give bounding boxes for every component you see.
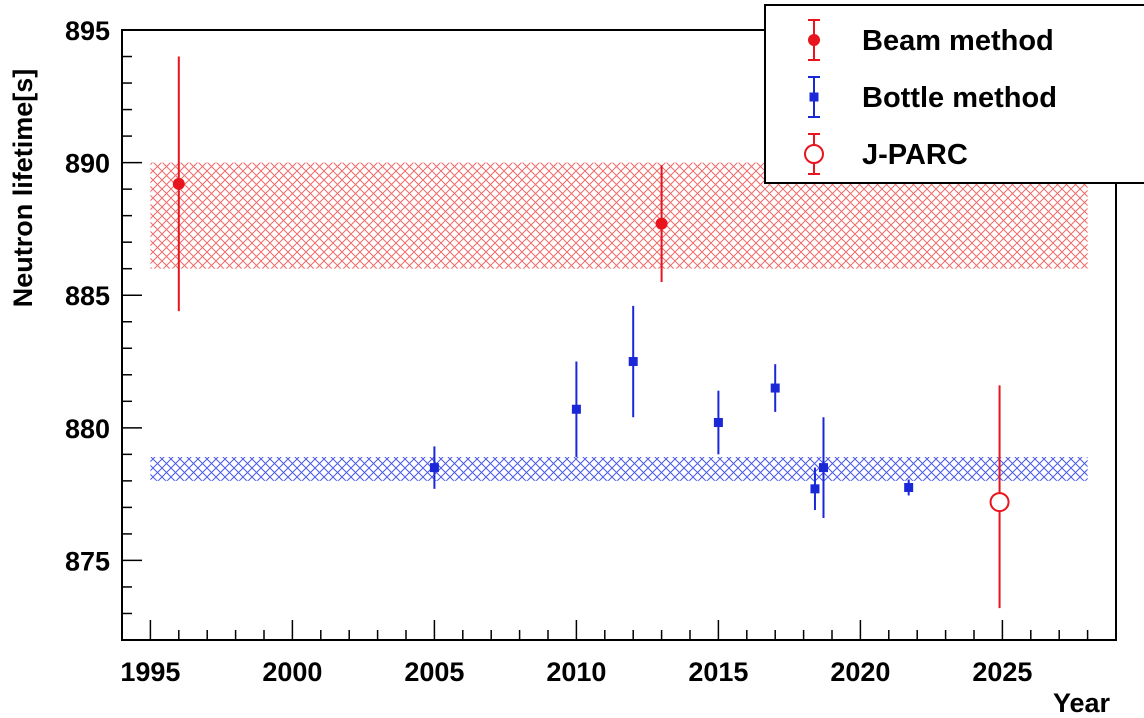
y-axis: 875 880 885 890 895	[65, 16, 142, 641]
legend-label-beam: Beam method	[862, 25, 1054, 57]
x-tick-label: 2000	[262, 657, 322, 687]
x-axis-label: Year	[1053, 688, 1111, 718]
legend: Beam method Bottle method J-PARC	[764, 4, 1144, 184]
bottle-point	[429, 463, 439, 473]
bottle-point	[810, 484, 820, 494]
y-tick-label: 895	[65, 16, 110, 46]
legend-marker-bottle	[809, 92, 819, 102]
bottle-point	[904, 483, 914, 492]
bottle-point	[571, 404, 581, 414]
bottle-point	[770, 383, 780, 393]
y-tick-label: 885	[65, 281, 110, 311]
legend-label-jparc: J-PARC	[862, 139, 968, 171]
plot-frame	[121, 29, 1117, 641]
y-tick-label: 880	[65, 414, 110, 444]
x-tick-label: 2020	[830, 657, 890, 687]
beam-point	[655, 217, 668, 230]
beam-point	[172, 177, 185, 190]
y-axis-label: Neutron lifetime[s]	[8, 69, 38, 308]
x-tick-label: 2025	[972, 657, 1032, 687]
x-tick-label: 2015	[688, 657, 748, 687]
x-tick-label: 2005	[404, 657, 464, 687]
bottle-point	[713, 418, 723, 428]
uncertainty-bands	[150, 162, 1088, 481]
x-tick-label: 2010	[546, 657, 606, 687]
bottle-band	[150, 457, 1088, 481]
bottle-point	[628, 357, 638, 367]
jparc-point	[989, 492, 1010, 513]
y-tick-label: 875	[65, 546, 110, 576]
x-tick-label: 1995	[120, 657, 180, 687]
y-tick-label: 890	[65, 149, 110, 179]
legend-marker-beam	[808, 34, 820, 46]
data-points	[172, 56, 1010, 609]
legend-marker-jparc	[804, 144, 824, 164]
legend-label-bottle: Bottle method	[862, 82, 1057, 114]
legend-box	[764, 4, 1144, 184]
bottle-point	[818, 463, 828, 473]
x-axis: 1995 2000 2005 2010 2015 2020 2025	[120, 620, 1089, 687]
